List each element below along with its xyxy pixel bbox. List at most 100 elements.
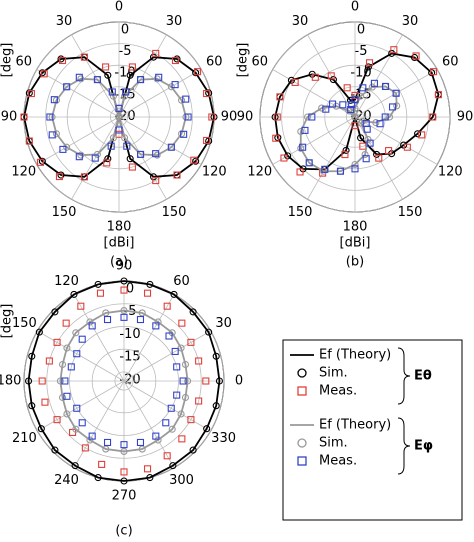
legend-label: Ef (Theory): [319, 418, 391, 433]
meas-marker: [339, 101, 347, 109]
meas-marker: [173, 391, 181, 399]
theta-tick-label: 150: [12, 316, 37, 331]
sim-marker: [168, 425, 176, 433]
r-tick-label: 0: [357, 23, 365, 38]
sim-marker: [358, 117, 367, 125]
legend-marker: [297, 456, 307, 466]
meas-marker: [48, 131, 56, 139]
meas-marker: [55, 172, 64, 181]
legend-box: [282, 339, 463, 521]
meas-marker: [429, 113, 437, 121]
meas-marker: [115, 126, 123, 134]
sim-marker: [72, 329, 80, 337]
meas-marker: [327, 72, 335, 80]
meas-marker: [152, 432, 160, 440]
sim-marker: [184, 377, 192, 385]
sim-marker: [346, 96, 355, 104]
theta-tick-label: 90: [116, 259, 133, 274]
meas-marker: [385, 147, 393, 155]
meas-marker: [341, 150, 349, 159]
sim-marker: [63, 410, 71, 418]
sim-marker: [320, 167, 328, 175]
theta-tick-label: 150: [288, 205, 313, 220]
meas-marker: [173, 363, 181, 371]
grid-spoke: [354, 116, 403, 200]
sim-marker: [357, 119, 365, 127]
sim-marker: [102, 445, 110, 453]
sim-marker: [400, 141, 408, 149]
grid-spoke: [272, 69, 356, 118]
pattern-line: [51, 77, 187, 157]
meas-marker: [322, 105, 330, 113]
sim-marker: [284, 152, 292, 160]
sim-marker: [274, 134, 282, 142]
r-tick-label: -20: [119, 372, 140, 387]
meas-marker: [171, 56, 180, 65]
meas-marker: [120, 468, 128, 476]
grid-spoke: [36, 116, 120, 165]
meas-marker: [152, 177, 160, 185]
r-tick-label: 0: [121, 23, 129, 38]
meas-marker: [418, 131, 426, 139]
sim-marker: [393, 102, 401, 110]
theta-tick-label: 120: [202, 165, 227, 180]
meas-marker: [348, 100, 356, 109]
meas-marker: [180, 130, 188, 138]
theta-tick-label: 210: [12, 431, 37, 446]
sim-marker: [154, 318, 162, 326]
meas-marker: [305, 159, 313, 167]
meas-marker: [301, 126, 309, 134]
legend-brace: [397, 347, 411, 405]
meas-marker: [75, 73, 83, 81]
theta-tick-label: 0: [115, 0, 123, 15]
sim-marker: [102, 309, 110, 317]
meas-marker: [137, 150, 145, 158]
meas-marker: [102, 63, 110, 71]
meas-marker: [80, 173, 89, 181]
meas-marker: [103, 159, 111, 167]
meas-marker: [375, 154, 383, 162]
sim-marker: [153, 151, 161, 159]
sim-marker: [205, 137, 213, 145]
grid-spoke: [118, 116, 167, 200]
r-tick-label: -10: [119, 327, 140, 342]
meas-marker: [351, 165, 359, 173]
meas-marker: [20, 113, 28, 121]
meas-marker: [202, 377, 210, 385]
meas-marker: [376, 120, 384, 128]
sim-marker: [28, 352, 36, 360]
sim-marker: [51, 446, 59, 454]
sim-marker: [52, 96, 60, 104]
meas-marker: [363, 125, 371, 133]
sim-marker: [115, 113, 123, 121]
sim-marker: [428, 69, 436, 77]
grid-spoke: [307, 34, 356, 118]
meas-marker: [187, 338, 195, 346]
meas-marker: [203, 89, 211, 98]
sim-marker: [120, 277, 128, 285]
sim-marker: [212, 402, 220, 410]
theta-tick-label: 30: [166, 14, 183, 29]
sim-marker: [71, 462, 79, 470]
sim-marker: [414, 130, 422, 138]
theta-tick-label: 90: [237, 110, 254, 125]
meas-marker: [276, 93, 284, 101]
theta-tick-label: 150: [398, 205, 423, 220]
sim-marker: [104, 155, 112, 163]
theta-tick-label: 90: [457, 110, 474, 125]
sim-marker: [120, 477, 128, 485]
meas-marker: [108, 88, 116, 96]
grid-spoke: [123, 330, 211, 382]
meas-marker: [46, 113, 54, 121]
legend-marker: [297, 386, 307, 396]
sim-marker: [57, 55, 65, 63]
meas-marker: [182, 95, 190, 103]
meas-marker: [291, 78, 299, 87]
grid-spoke: [123, 380, 211, 432]
meas-marker: [152, 49, 160, 57]
meas-marker: [143, 465, 152, 473]
sim-marker: [94, 280, 102, 288]
meas-marker: [25, 137, 33, 145]
meas-marker: [412, 52, 420, 60]
meas-marker: [136, 438, 145, 447]
